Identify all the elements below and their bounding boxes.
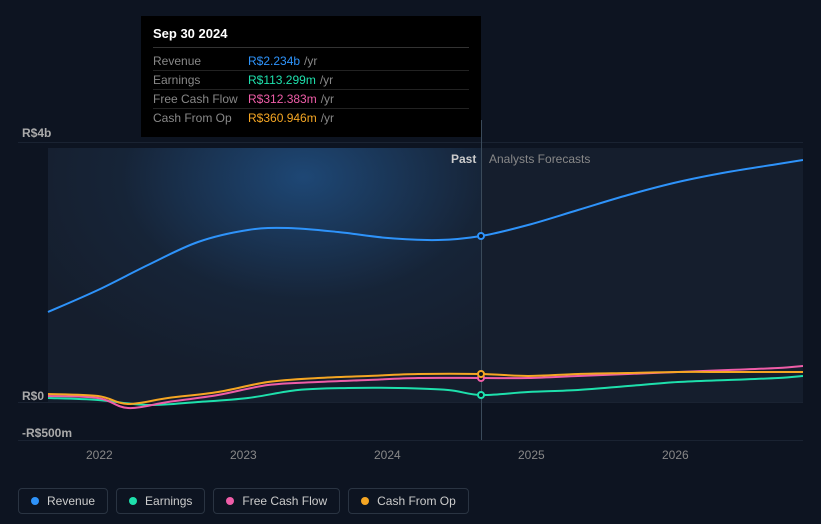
tooltip-rows: RevenueR$2.234b/yrEarningsR$113.299m/yrF… (153, 52, 469, 127)
series-marker (477, 391, 485, 399)
legend-dot-icon (361, 497, 369, 505)
legend-item[interactable]: Revenue (18, 488, 108, 514)
tooltip-metric-unit: /yr (320, 73, 333, 87)
tooltip-row: EarningsR$113.299m/yr (153, 71, 469, 90)
chart-legend: Revenue Earnings Free Cash Flow Cash From O… (18, 488, 469, 514)
tooltip-metric-unit: /yr (321, 111, 334, 125)
legend-label: Cash From Op (377, 494, 456, 508)
tooltip-metric-unit: /yr (321, 92, 334, 106)
tooltip-row: RevenueR$2.234b/yr (153, 52, 469, 71)
tooltip-metric-value: R$113.299m (248, 73, 316, 87)
tooltip-row: Cash From OpR$360.946m/yr (153, 109, 469, 127)
x-axis-label: 2023 (230, 448, 257, 462)
past-label: Past (451, 152, 476, 166)
tooltip-metric-value: R$312.383m (248, 92, 317, 106)
legend-label: Revenue (47, 494, 95, 508)
legend-label: Free Cash Flow (242, 494, 327, 508)
series-marker (477, 232, 485, 240)
x-axis-label: 2025 (518, 448, 545, 462)
y-axis-label: R$0 (22, 389, 44, 403)
tooltip-date: Sep 30 2024 (153, 26, 469, 48)
x-axis-label: 2024 (374, 448, 401, 462)
legend-item[interactable]: Cash From Op (348, 488, 469, 514)
legend-item[interactable]: Earnings (116, 488, 205, 514)
tooltip-metric-value: R$2.234b (248, 54, 300, 68)
gridline (18, 440, 803, 441)
tooltip-metric-label: Revenue (153, 54, 248, 68)
gridline (18, 402, 803, 403)
legend-dot-icon (129, 497, 137, 505)
tooltip-metric-label: Free Cash Flow (153, 92, 248, 106)
chart-area: R$4b R$0 -R$500m Past Analysts Forecasts 2… (18, 120, 803, 470)
chart-tooltip: Sep 30 2024 RevenueR$2.234b/yrEarningsR$… (141, 16, 481, 137)
legend-label: Earnings (145, 494, 192, 508)
gridline (18, 142, 803, 143)
legend-dot-icon (31, 497, 39, 505)
legend-dot-icon (226, 497, 234, 505)
y-axis-label: -R$500m (22, 426, 72, 440)
series-marker (477, 370, 485, 378)
tooltip-metric-value: R$360.946m (248, 111, 317, 125)
plot-band (48, 148, 803, 402)
tooltip-metric-label: Cash From Op (153, 111, 248, 125)
tooltip-row: Free Cash FlowR$312.383m/yr (153, 90, 469, 109)
x-axis-label: 2026 (662, 448, 689, 462)
forecast-label: Analysts Forecasts (489, 152, 590, 166)
legend-item[interactable]: Free Cash Flow (213, 488, 340, 514)
tooltip-metric-label: Earnings (153, 73, 248, 87)
y-axis-label: R$4b (22, 126, 51, 140)
x-axis-label: 2022 (86, 448, 113, 462)
tooltip-metric-unit: /yr (304, 54, 317, 68)
